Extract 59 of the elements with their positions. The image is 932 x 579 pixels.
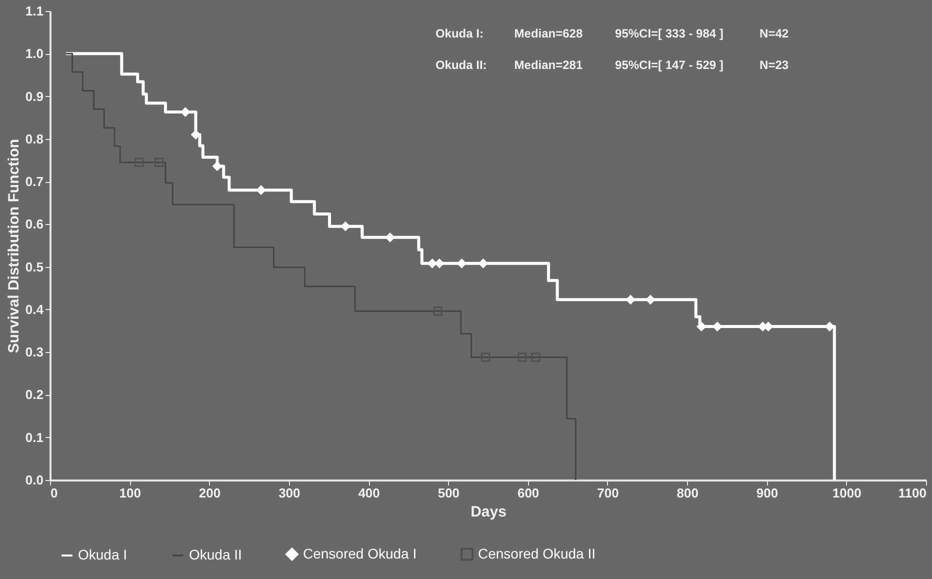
- annotation: Median=281: [514, 58, 583, 72]
- x-tick-label: 900: [756, 486, 778, 500]
- annotation: Okuda I:: [435, 26, 484, 41]
- x-tick-label: 400: [358, 486, 380, 500]
- point: [154, 158, 164, 167]
- y-tick-label: 0.2: [25, 387, 44, 402]
- annotation: 95%CI=[ 147 - 529 ]: [615, 58, 724, 72]
- point: [518, 352, 527, 362]
- point: [428, 258, 437, 268]
- annotation: 95%CI=[ 333 - 984 ]: [615, 26, 724, 41]
- x-tick-label: 300: [278, 486, 300, 500]
- point: [434, 258, 444, 268]
- point: [212, 162, 222, 171]
- point: [712, 322, 722, 332]
- point: [433, 306, 442, 316]
- point: [340, 222, 350, 231]
- legend-label: Censored Okuda II: [478, 545, 596, 562]
- point: [385, 232, 395, 242]
- x-tick-label: 1000: [832, 486, 862, 500]
- point: [696, 322, 706, 332]
- y-tick-label: 0.6: [25, 216, 44, 232]
- annotation: Median=628: [514, 26, 583, 41]
- y-axis-title: Survival Distribution Function: [5, 138, 22, 354]
- annotation: Okuda II:: [435, 58, 487, 72]
- annotation: N=23: [760, 58, 789, 72]
- y-tick-label: 0.8: [25, 131, 44, 146]
- y-tick-label: 0.9: [25, 88, 44, 104]
- point: [825, 322, 834, 332]
- y-tick-label: 0.3: [25, 344, 44, 360]
- x-tick-label: 200: [198, 486, 221, 500]
- point: [531, 352, 540, 362]
- y-tick-label: 0.7: [25, 174, 44, 190]
- y-tick-label: 0.1: [25, 430, 44, 445]
- point: [626, 295, 636, 304]
- point: [480, 352, 490, 362]
- y-tick-label: 1.0: [25, 46, 44, 62]
- point: [180, 107, 190, 117]
- point: [457, 258, 466, 268]
- point: [256, 185, 266, 195]
- point: [478, 258, 488, 268]
- x-tick-label: 700: [597, 486, 619, 500]
- legend-label: Censored Okuda I: [303, 545, 417, 562]
- x-tick-label: 0: [50, 486, 58, 500]
- point: [191, 130, 200, 140]
- x-axis-title: Days: [470, 504, 506, 520]
- y-tick-label: 1.1: [25, 4, 44, 18]
- y-tick-label: 0.4: [25, 302, 44, 317]
- x-tick-label: 600: [517, 486, 540, 500]
- point: [134, 158, 144, 167]
- x-tick-label: 1100: [898, 486, 926, 500]
- x-tick-label: 500: [438, 486, 460, 500]
- annotation: N=42: [760, 26, 789, 41]
- y-tick-label: 0.0: [25, 472, 44, 488]
- legend-label: Okuda II: [189, 546, 242, 562]
- y-tick-label: 0.5: [25, 259, 44, 274]
- x-tick-label: 800: [676, 486, 698, 500]
- point: [646, 295, 656, 304]
- legend-label: Okuda I: [78, 546, 128, 562]
- x-tick-label: 100: [119, 486, 141, 500]
